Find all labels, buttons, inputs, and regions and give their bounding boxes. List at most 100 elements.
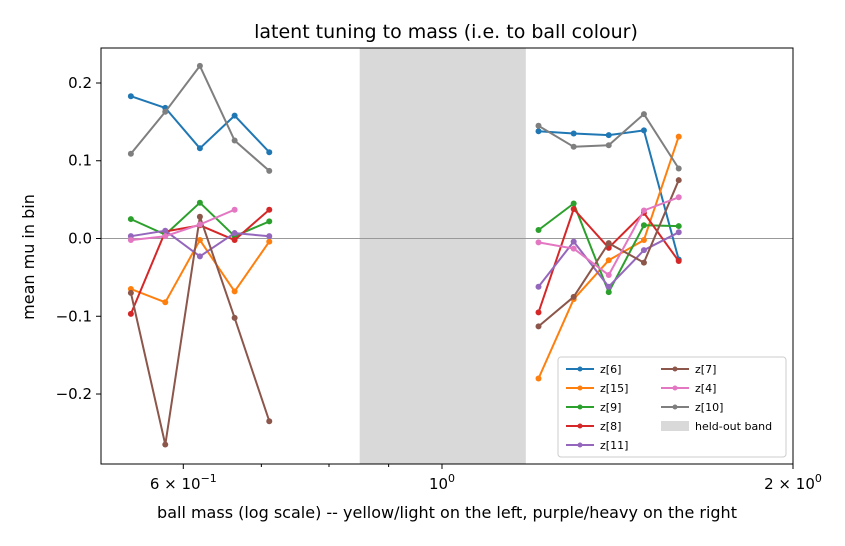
legend-marker bbox=[577, 385, 583, 391]
data-point bbox=[196, 199, 203, 206]
legend-marker bbox=[577, 404, 583, 410]
legend-label: z[7] bbox=[695, 363, 716, 376]
chart-title: latent tuning to mass (i.e. to ball colo… bbox=[254, 21, 638, 43]
data-point bbox=[570, 293, 577, 300]
data-point bbox=[196, 213, 203, 220]
legend-label: z[6] bbox=[600, 363, 621, 376]
x-tick-label: 100 bbox=[429, 472, 455, 493]
data-point bbox=[535, 283, 542, 290]
data-point bbox=[675, 177, 682, 184]
data-point bbox=[196, 253, 203, 260]
data-point bbox=[570, 238, 577, 245]
data-point bbox=[640, 222, 647, 229]
data-point bbox=[127, 310, 134, 317]
data-point bbox=[231, 206, 238, 213]
data-point bbox=[675, 194, 682, 201]
data-point bbox=[605, 272, 612, 279]
data-point bbox=[535, 239, 542, 246]
y-tick-label: −0.2 bbox=[56, 385, 92, 403]
data-point bbox=[605, 240, 612, 247]
data-point bbox=[162, 299, 169, 306]
data-point bbox=[675, 165, 682, 172]
series-z11 bbox=[127, 227, 682, 290]
data-point bbox=[162, 441, 169, 448]
data-point bbox=[162, 227, 169, 234]
data-point bbox=[535, 375, 542, 382]
data-point bbox=[266, 233, 273, 240]
legend-label: z[8] bbox=[600, 420, 621, 433]
data-point bbox=[127, 289, 134, 296]
data-point bbox=[127, 237, 134, 244]
data-point bbox=[640, 127, 647, 134]
data-point bbox=[266, 218, 273, 225]
series-z7 bbox=[127, 177, 682, 448]
data-point bbox=[266, 206, 273, 213]
series-z4 bbox=[127, 194, 682, 279]
legend: z[6] z[15] z[9] z[8] z[11] z[7] z[4] z[10] held-… bbox=[557, 356, 787, 458]
data-point bbox=[231, 137, 238, 144]
data-point bbox=[196, 145, 203, 152]
y-axis-label: mean mu in bin bbox=[19, 194, 38, 320]
legend-label: z[11] bbox=[600, 439, 628, 452]
data-point bbox=[570, 245, 577, 252]
plot-frame bbox=[100, 47, 794, 465]
data-point bbox=[535, 226, 542, 233]
data-point bbox=[127, 93, 134, 100]
legend-marker bbox=[672, 366, 678, 372]
data-point bbox=[266, 167, 273, 174]
data-point bbox=[196, 62, 203, 69]
series-z10 bbox=[127, 62, 682, 174]
legend-label: held-out band bbox=[695, 420, 772, 433]
legend-label: z[9] bbox=[600, 401, 621, 414]
data-point bbox=[196, 237, 203, 244]
data-point bbox=[266, 418, 273, 425]
data-point bbox=[605, 142, 612, 149]
y-tick-label: 0.0 bbox=[68, 230, 92, 248]
data-point bbox=[570, 143, 577, 150]
data-point bbox=[640, 247, 647, 254]
y-tick-label: −0.1 bbox=[56, 307, 92, 325]
data-point bbox=[535, 323, 542, 330]
x-tick-label: 6 × 10−1 bbox=[150, 472, 217, 493]
legend-label: z[4] bbox=[695, 382, 716, 395]
data-point bbox=[535, 128, 542, 135]
data-point bbox=[605, 132, 612, 139]
data-point bbox=[675, 229, 682, 236]
data-point bbox=[605, 289, 612, 296]
legend-swatch-band bbox=[661, 421, 689, 431]
series-line bbox=[130, 208, 235, 242]
legend-label: z[15] bbox=[600, 382, 628, 395]
data-point bbox=[570, 130, 577, 137]
data-point bbox=[640, 111, 647, 118]
x-axis-label: ball mass (log scale) -- yellow/light on… bbox=[157, 503, 737, 522]
legend-marker bbox=[577, 442, 583, 448]
held-out-band bbox=[359, 48, 526, 464]
data-point bbox=[675, 133, 682, 140]
series-z6 bbox=[127, 93, 682, 263]
data-point bbox=[535, 122, 542, 129]
data-point bbox=[605, 283, 612, 290]
x-tick-label: 2 × 100 bbox=[764, 472, 822, 493]
data-point bbox=[570, 200, 577, 207]
data-point bbox=[640, 207, 647, 214]
legend-marker bbox=[577, 366, 583, 372]
legend-marker bbox=[672, 404, 678, 410]
data-point bbox=[266, 238, 273, 245]
data-point bbox=[605, 257, 612, 264]
held-out-band-layer bbox=[359, 48, 526, 464]
data-point bbox=[231, 288, 238, 295]
data-point bbox=[231, 237, 238, 244]
data-point bbox=[640, 237, 647, 244]
legend-label: z[10] bbox=[695, 401, 723, 414]
axes-layer: 0.2 0.1 0.0 −0.1 −0.2 6 × 10−1 100 2 × 100 bbox=[56, 47, 822, 493]
data-point bbox=[162, 108, 169, 115]
data-point bbox=[231, 230, 238, 237]
y-tick-label: 0.1 bbox=[68, 152, 92, 170]
data-point bbox=[675, 258, 682, 265]
y-tick-label: 0.2 bbox=[68, 74, 92, 92]
data-point bbox=[675, 223, 682, 230]
legend-marker bbox=[577, 423, 583, 429]
data-point bbox=[127, 150, 134, 157]
data-point bbox=[535, 309, 542, 316]
